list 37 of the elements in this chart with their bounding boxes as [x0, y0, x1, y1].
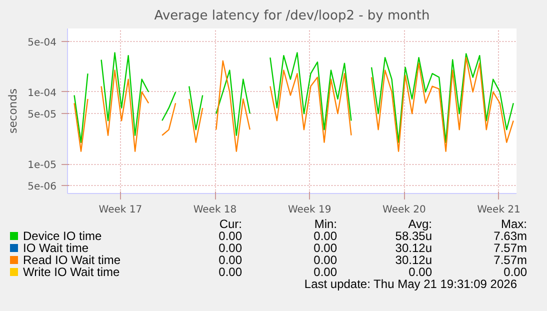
text: 0.00	[218, 265, 243, 279]
x-tick-label: Week 18	[193, 204, 237, 216]
y-tick-label: 5e-04	[28, 38, 57, 49]
text: Avg:	[407, 217, 433, 231]
text: Max:	[500, 217, 528, 231]
text: 0.00	[312, 265, 338, 279]
y-tick-label: 5e-06	[28, 182, 57, 193]
text: 7.57m	[492, 241, 528, 255]
legend-label: Device IO time	[22, 229, 103, 243]
text: 30.12u	[394, 241, 433, 255]
text: 30.12u	[394, 253, 433, 267]
text: 0.00	[218, 229, 243, 243]
legend-label: Read IO Wait time	[22, 253, 122, 267]
text: 7.63m	[492, 229, 528, 243]
y-tick-label: 1e-04	[28, 88, 57, 99]
text: 7.57m	[492, 253, 528, 267]
x-tick-label: Week 19	[288, 204, 332, 216]
x-tick-label: Week 17	[98, 204, 142, 216]
x-tick-label: Week 20	[382, 204, 426, 216]
text: 0.00	[502, 265, 528, 279]
text: 0.00	[312, 241, 338, 255]
legend-label: Write IO Wait time	[22, 265, 121, 279]
text: 0.00	[312, 229, 338, 243]
x-tick-label: Week 21	[477, 204, 520, 216]
text: 0.00	[218, 253, 243, 267]
chart-title: Average latency for /dev/loop2 - by month	[154, 8, 430, 24]
text: 0.00	[408, 265, 433, 279]
text: 58.35u	[394, 229, 433, 243]
text: 0.00	[312, 253, 338, 267]
text: Last update: Thu May 21 19:31:09 2026	[303, 277, 518, 291]
text: Cur:	[218, 217, 243, 231]
text: 0.00	[218, 241, 243, 255]
y-tick-label: 5e-05	[28, 110, 57, 121]
legend-label: IO Wait time	[22, 241, 90, 255]
y-tick-label: 1e-05	[28, 160, 57, 172]
y-axis-title: seconds	[6, 88, 20, 134]
text: Min:	[313, 217, 338, 231]
